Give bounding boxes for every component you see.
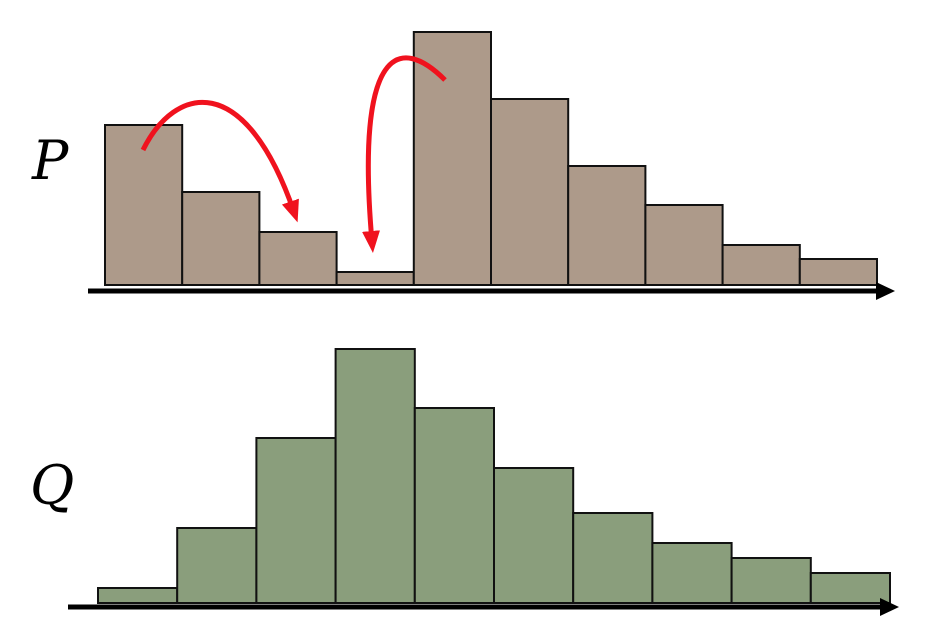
bar — [176, 527, 258, 604]
move-arrow — [140, 99, 299, 223]
distribution-label: Q — [30, 454, 74, 517]
bar — [721, 244, 801, 286]
bar — [572, 512, 654, 604]
axis-arrowhead — [880, 598, 899, 616]
bar — [255, 437, 337, 604]
bar — [651, 542, 733, 604]
bar — [730, 557, 812, 604]
bar — [493, 467, 575, 604]
distribution-label: P — [31, 129, 70, 192]
axis-arrowhead — [876, 282, 895, 300]
bar — [97, 587, 179, 604]
move-arrow — [362, 55, 447, 253]
bar — [104, 124, 184, 286]
bar — [258, 231, 338, 286]
bar — [809, 572, 891, 604]
bar — [490, 98, 570, 286]
bars — [97, 31, 891, 604]
bar — [413, 407, 495, 604]
bar — [798, 258, 878, 286]
bar — [334, 348, 416, 604]
bar — [412, 31, 492, 286]
bar — [181, 191, 261, 286]
bar — [567, 165, 647, 286]
bar — [335, 271, 415, 286]
bar — [644, 204, 724, 286]
